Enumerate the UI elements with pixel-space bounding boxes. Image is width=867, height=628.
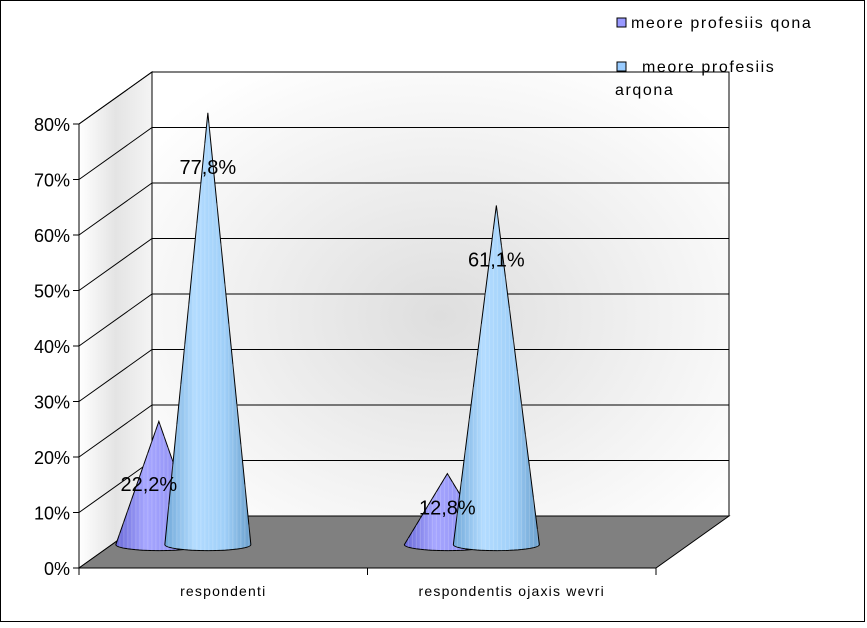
data-label: 61,1% (468, 249, 525, 271)
y-tick-label: 0% (44, 559, 70, 579)
gridline (78, 238, 729, 291)
legend-label: meore profesiis (642, 59, 775, 76)
legend-swatch (616, 61, 627, 72)
cone-arqona (452, 205, 540, 552)
cone-body (452, 205, 540, 552)
y-tick-label: 80% (34, 115, 70, 135)
y-tick-label: 40% (34, 337, 70, 357)
y-tick-label: 70% (34, 171, 70, 191)
data-label: 22,2% (120, 474, 177, 496)
gridline (78, 127, 729, 180)
legend-swatch (616, 17, 627, 28)
gridline (78, 182, 729, 236)
y-tick-label: 10% (34, 504, 70, 524)
legend-label: arqona (615, 82, 674, 99)
legend-label: meore profesiis qona (631, 15, 812, 32)
y-tick-label: 50% (34, 282, 70, 302)
gridline (78, 71, 729, 125)
x-category-label: respondentis ojaxis wevri (419, 583, 605, 599)
gridline (78, 293, 729, 347)
data-label: 12,8% (419, 498, 476, 520)
cone-body (164, 112, 252, 552)
y-tick-label: 60% (34, 226, 70, 246)
y-tick-label: 20% (34, 448, 70, 468)
y-tick-label: 30% (34, 393, 70, 413)
x-category-label: respondenti (180, 583, 266, 599)
gridline (78, 349, 729, 402)
gridline (78, 404, 729, 458)
data-label: 77,8% (179, 157, 236, 179)
cone-arqona (164, 112, 252, 552)
